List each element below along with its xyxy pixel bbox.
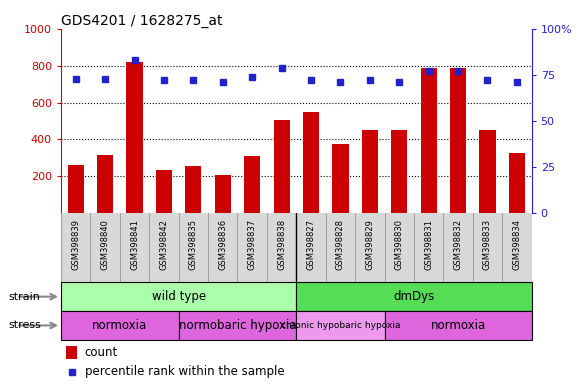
- Text: GSM398840: GSM398840: [101, 218, 110, 270]
- Text: GSM398837: GSM398837: [248, 218, 257, 270]
- Bar: [332, 144, 349, 213]
- Text: GSM398829: GSM398829: [365, 218, 374, 270]
- Text: GDS4201 / 1628275_at: GDS4201 / 1628275_at: [61, 14, 223, 28]
- Text: GSM398834: GSM398834: [512, 218, 521, 270]
- Bar: [385, 311, 532, 340]
- Text: wild type: wild type: [152, 290, 206, 303]
- Text: GSM398831: GSM398831: [424, 218, 433, 270]
- Text: GSM398839: GSM398839: [71, 218, 80, 270]
- Bar: [509, 153, 525, 213]
- Bar: [244, 156, 260, 213]
- Bar: [179, 311, 296, 340]
- Bar: [185, 166, 202, 213]
- Bar: [67, 165, 84, 213]
- Bar: [479, 130, 496, 213]
- Text: normoxia: normoxia: [431, 319, 486, 332]
- Bar: [97, 155, 113, 213]
- Bar: [303, 112, 319, 213]
- Text: stress: stress: [9, 320, 42, 331]
- Text: dmDys: dmDys: [393, 290, 435, 303]
- Text: normobaric hypoxia: normobaric hypoxia: [179, 319, 296, 332]
- Bar: [296, 282, 532, 311]
- Text: GSM398828: GSM398828: [336, 218, 345, 270]
- Text: GSM398833: GSM398833: [483, 218, 492, 270]
- Bar: [61, 282, 296, 311]
- Text: GSM398835: GSM398835: [189, 218, 198, 270]
- Bar: [391, 130, 407, 213]
- Bar: [61, 311, 179, 340]
- Text: normoxia: normoxia: [92, 319, 148, 332]
- Bar: [421, 68, 437, 213]
- Bar: [66, 346, 77, 359]
- Bar: [450, 68, 466, 213]
- Text: strain: strain: [9, 291, 41, 302]
- Bar: [362, 130, 378, 213]
- Text: GSM398827: GSM398827: [307, 218, 315, 270]
- Text: GSM398832: GSM398832: [454, 218, 462, 270]
- Text: chronic hypobaric hypoxia: chronic hypobaric hypoxia: [281, 321, 400, 330]
- Bar: [296, 311, 385, 340]
- Text: count: count: [85, 346, 118, 359]
- Text: GSM398838: GSM398838: [277, 218, 286, 270]
- Bar: [127, 62, 142, 213]
- Text: GSM398841: GSM398841: [130, 218, 139, 270]
- Bar: [156, 170, 172, 213]
- Text: GSM398830: GSM398830: [394, 218, 404, 270]
- Text: GSM398842: GSM398842: [159, 218, 168, 270]
- Text: percentile rank within the sample: percentile rank within the sample: [85, 365, 284, 378]
- Bar: [215, 175, 231, 213]
- Text: GSM398836: GSM398836: [218, 218, 227, 270]
- Bar: [274, 120, 290, 213]
